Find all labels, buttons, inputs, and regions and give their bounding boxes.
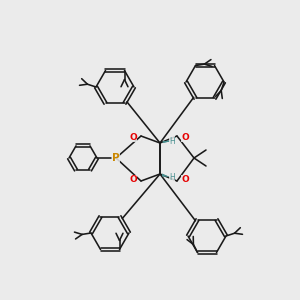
Text: P: P <box>112 153 120 163</box>
Polygon shape <box>162 173 170 177</box>
Text: O: O <box>181 133 189 142</box>
Text: O: O <box>181 176 189 184</box>
Text: O: O <box>129 176 137 184</box>
Text: H: H <box>169 136 175 146</box>
Text: H: H <box>169 172 175 182</box>
Text: O: O <box>129 133 137 142</box>
